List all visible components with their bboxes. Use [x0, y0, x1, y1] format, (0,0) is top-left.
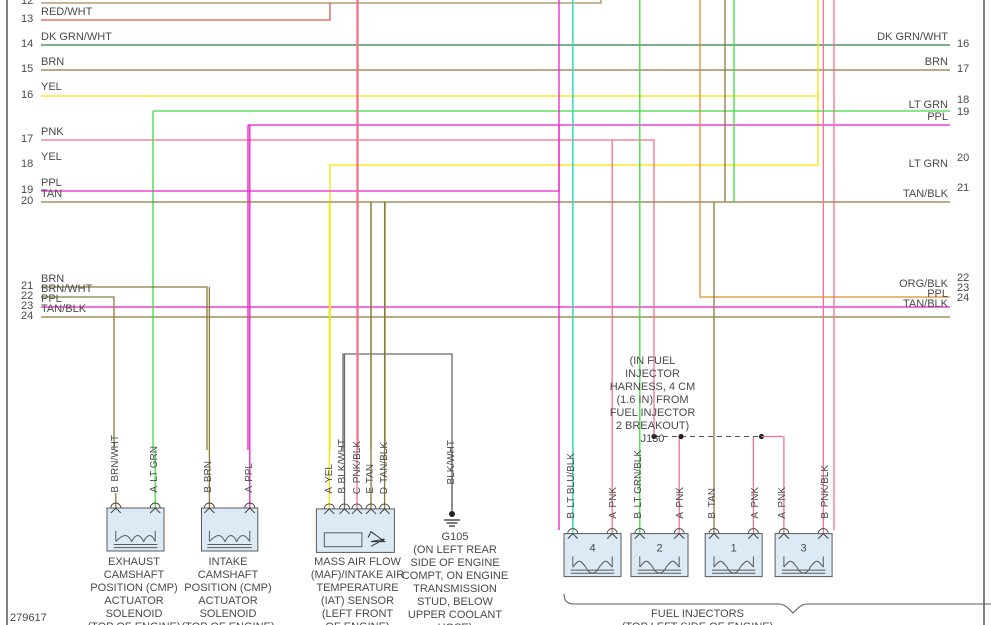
svg-text:2: 2	[656, 543, 662, 555]
svg-text:1: 1	[731, 543, 737, 555]
svg-text:3: 3	[801, 543, 807, 555]
svg-text:4: 4	[589, 543, 595, 555]
